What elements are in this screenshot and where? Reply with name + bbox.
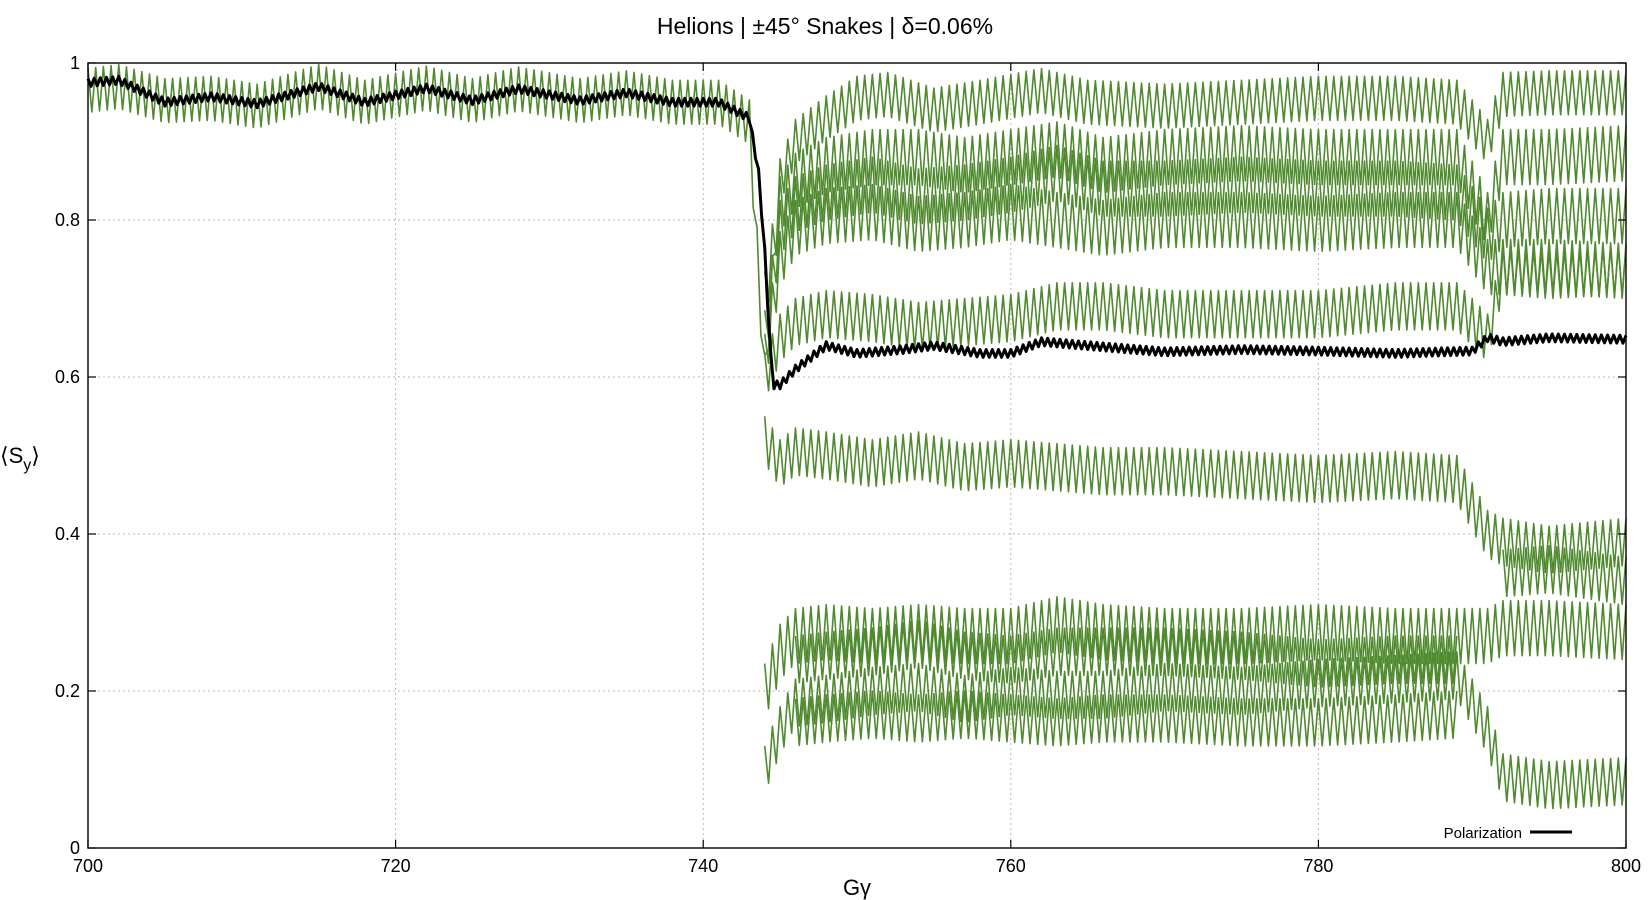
x-tick-label: 760 (996, 856, 1026, 876)
y-axis-label-close: ⟩ (31, 443, 40, 468)
legend-label-polarization: Polarization (1444, 825, 1522, 842)
plot-frame (87, 62, 1627, 849)
y-tick-label: 0.4 (55, 524, 80, 544)
x-axis: 700 720 740 760 780 800 (73, 63, 1641, 876)
x-axis-label: Gγ (843, 875, 871, 900)
x-tick-label: 740 (688, 856, 718, 876)
y-tick-label: 1 (70, 53, 80, 73)
particle-series-band-3 (763, 144, 1627, 339)
y-axis-label-subscript: y (23, 457, 31, 474)
particle-series-band-10 (763, 650, 1627, 810)
y-axis-label: ⟨Sy⟩ (0, 443, 40, 474)
particle-series-band-2 (763, 121, 1627, 304)
particle-series-group (87, 63, 1627, 810)
x-tick-label: 720 (381, 856, 411, 876)
particle-series-band-11 (794, 690, 1458, 747)
particle-series-band-6 (763, 416, 1627, 574)
legend: Polarization (1444, 825, 1572, 842)
y-tick-label: 0.2 (55, 681, 80, 701)
polarization-series-line (86, 74, 1628, 391)
y-axis: 0 0.2 0.4 0.6 0.8 1 (55, 53, 1626, 858)
polarization-series-group (86, 74, 1628, 391)
particle-series-band-9 (794, 619, 1458, 688)
chart-title: Helions | ±45° Snakes | δ=0.06% (657, 13, 993, 39)
y-tick-label: 0.8 (55, 210, 80, 230)
x-tick-label: 780 (1303, 856, 1333, 876)
x-tick-label: 800 (1611, 856, 1641, 876)
particle-series-band-8 (763, 596, 1627, 710)
x-tick-label: 700 (73, 856, 103, 876)
particle-series-band-4 (763, 183, 1627, 365)
y-tick-label: 0 (70, 838, 80, 858)
particle-series-band-1 (87, 63, 1627, 356)
y-axis-label-main: ⟨S (0, 443, 23, 468)
y-tick-label: 0.6 (55, 367, 80, 387)
particle-series-band-7 (1502, 544, 1627, 605)
